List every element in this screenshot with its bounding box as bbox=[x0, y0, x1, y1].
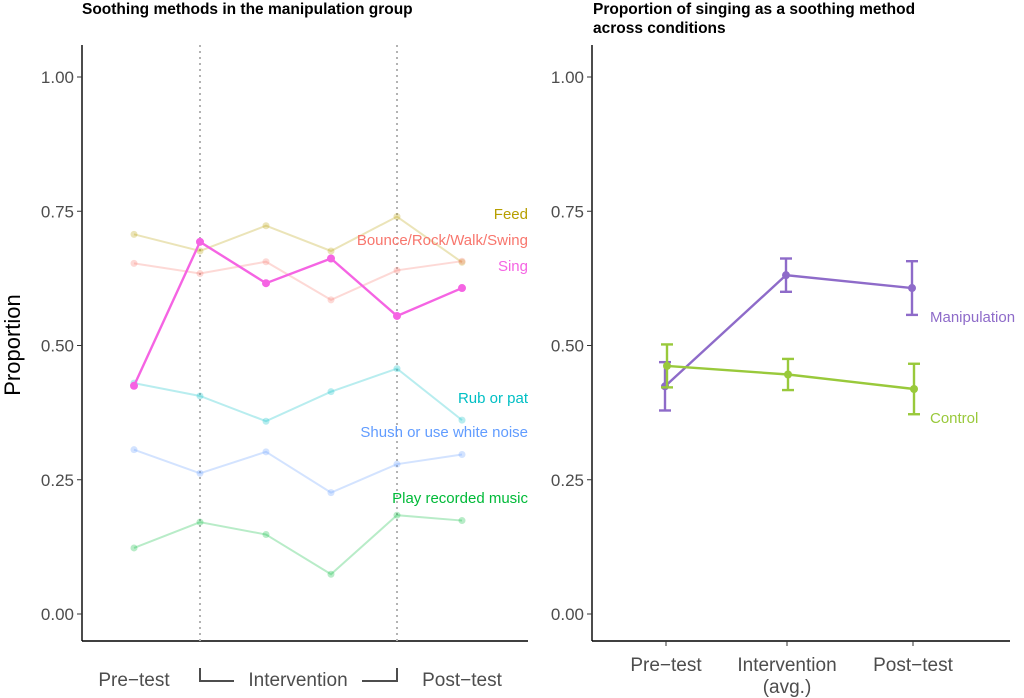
left-chart-title: Soothing methods in the manipulation gro… bbox=[82, 1, 413, 18]
left-plot-area: 0.00 0.25 0.50 0.75 1.00 Pre−test Intervention… bbox=[41, 45, 529, 691]
data-point-feed bbox=[393, 213, 401, 221]
data-point-rub-or-pat bbox=[458, 416, 466, 424]
series-label-shush-or-use-white-noise: Shush or use white noise bbox=[360, 424, 528, 441]
data-point-control bbox=[784, 370, 792, 379]
left-y-axis-label: Proportion bbox=[0, 294, 25, 396]
data-point-shush-or-use-white-noise bbox=[130, 446, 138, 454]
data-point-rub-or-pat bbox=[393, 365, 401, 373]
data-point-feed bbox=[196, 247, 204, 255]
data-point-feed bbox=[130, 230, 138, 238]
data-point-play-recorded-music bbox=[393, 511, 401, 519]
left-y-tick-label: 0.50 bbox=[41, 337, 74, 356]
right-y-tick-label: 0.25 bbox=[551, 471, 584, 490]
left-x-label-intervention: Intervention bbox=[248, 670, 347, 691]
data-point-shush-or-use-white-noise bbox=[196, 469, 204, 477]
data-point-bounce-rock-walk-swing bbox=[327, 296, 335, 304]
data-point-bounce-rock-walk-swing bbox=[262, 258, 270, 266]
right-y-tick-label: 0.50 bbox=[551, 337, 584, 356]
intervention-bracket-left bbox=[199, 668, 234, 682]
data-point-play-recorded-music bbox=[458, 517, 466, 525]
left-y-tick-label: 0.75 bbox=[41, 202, 74, 221]
data-point-bounce-rock-walk-swing bbox=[130, 259, 138, 267]
series-label-sing: Sing bbox=[498, 258, 528, 275]
data-point-rub-or-pat bbox=[327, 388, 335, 396]
data-point-sing bbox=[196, 237, 204, 246]
intervention-bracket-right bbox=[362, 668, 398, 682]
right-x-tick-label: Intervention (avg.) bbox=[737, 655, 836, 698]
series-label-play-recorded-music: Play recorded music bbox=[392, 490, 528, 507]
data-point-bounce-rock-walk-swing bbox=[393, 266, 401, 274]
data-point-control bbox=[910, 384, 918, 393]
series-label-feed: Feed bbox=[494, 206, 528, 223]
data-point-rub-or-pat bbox=[262, 417, 270, 425]
series-label-manipulation: Manipulation bbox=[930, 309, 1015, 326]
left-y-tick-label: 1.00 bbox=[41, 68, 74, 87]
data-point-control bbox=[663, 361, 671, 370]
series-line-shush-or-use-white-noise bbox=[133, 448, 463, 494]
data-point-feed bbox=[262, 222, 270, 230]
right-y-tick-label: 1.00 bbox=[551, 68, 584, 87]
data-point-shush-or-use-white-noise bbox=[393, 460, 401, 468]
series-label-bounce-rock-walk-swing: Bounce/Rock/Walk/Swing bbox=[357, 232, 528, 249]
data-point-rub-or-pat bbox=[196, 392, 204, 400]
data-point-shush-or-use-white-noise bbox=[458, 451, 466, 459]
data-point-manipulation bbox=[782, 271, 790, 280]
left-y-tick-label: 0.00 bbox=[41, 605, 74, 624]
right-chart-title-line-2: across conditions bbox=[593, 20, 726, 37]
data-point-play-recorded-music bbox=[327, 570, 335, 578]
data-point-bounce-rock-walk-swing bbox=[458, 257, 466, 265]
right-y-tick-label: 0.00 bbox=[551, 605, 584, 624]
data-point-manipulation bbox=[908, 284, 916, 293]
series-label-rub-or-pat: Rub or pat bbox=[458, 390, 529, 407]
data-point-sing bbox=[393, 311, 401, 320]
left-x-label-post-test: Post−test bbox=[422, 670, 502, 691]
left-x-label-pre-test: Pre−test bbox=[98, 670, 170, 691]
series-line-rub-or-pat bbox=[133, 367, 463, 423]
data-point-sing bbox=[327, 254, 335, 263]
data-point-shush-or-use-white-noise bbox=[262, 448, 270, 456]
right-x-tick-label-line: Intervention bbox=[737, 655, 836, 676]
right-x-tick-label-line: Post−test bbox=[873, 655, 953, 676]
left-y-tick-label: 0.25 bbox=[41, 471, 74, 490]
data-point-feed bbox=[458, 258, 466, 266]
series-line-feed bbox=[133, 215, 463, 264]
data-point-play-recorded-music bbox=[262, 531, 270, 539]
series-label-control: Control bbox=[930, 410, 978, 427]
data-point-play-recorded-music bbox=[130, 544, 138, 552]
series-line-play-recorded-music bbox=[133, 514, 463, 576]
data-point-sing bbox=[458, 284, 466, 293]
data-point-shush-or-use-white-noise bbox=[327, 489, 335, 497]
data-point-play-recorded-music bbox=[196, 518, 204, 526]
data-point-sing bbox=[130, 381, 138, 390]
data-point-bounce-rock-walk-swing bbox=[196, 270, 204, 278]
right-x-tick-label-line: Pre−test bbox=[630, 655, 702, 676]
right-chart-title-line-1: Proportion of singing as a soothing meth… bbox=[593, 1, 915, 18]
data-point-feed bbox=[327, 247, 335, 255]
right-y-tick-label: 0.75 bbox=[551, 202, 584, 221]
series-line-bounce-rock-walk-swing bbox=[133, 260, 463, 301]
series-line-sing bbox=[132, 240, 463, 387]
right-x-tick-label: Post−test bbox=[873, 655, 953, 676]
right-plot-area: 0.00 0.25 0.50 0.75 1.00 Pre−test Intervention… bbox=[551, 45, 1015, 698]
right-x-tick-label-line: (avg.) bbox=[763, 677, 812, 698]
data-point-sing bbox=[262, 279, 270, 288]
right-x-tick-label: Pre−test bbox=[630, 655, 702, 676]
